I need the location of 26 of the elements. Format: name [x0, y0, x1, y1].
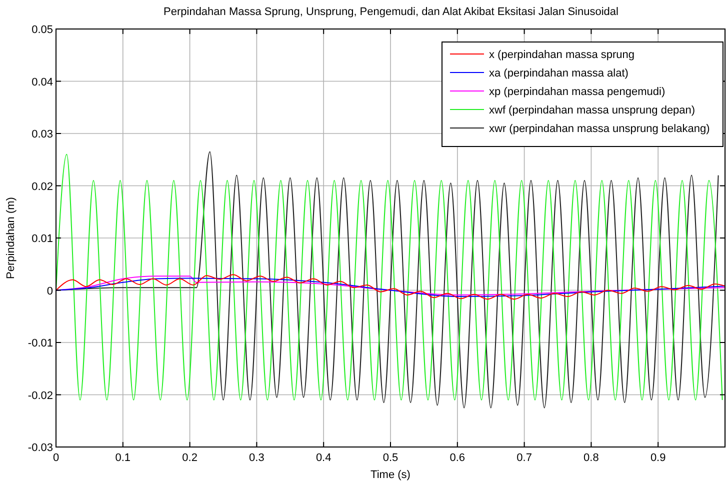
x-tick-label: 0.2: [182, 452, 198, 464]
y-tick-label: 0.05: [32, 24, 53, 36]
y-tick-label: 0.03: [32, 128, 53, 140]
legend-label: xwf (perpindahan massa unsprung depan): [489, 104, 696, 116]
y-tick-label: -0.02: [28, 390, 53, 402]
x-tick-label: 0.5: [382, 452, 398, 464]
x-tick-label: 0.7: [516, 452, 532, 464]
y-tick-label: -0.03: [28, 442, 53, 454]
x-tick-label: 0.8: [584, 452, 599, 464]
y-axis-title: Perpindahan (m): [5, 197, 17, 279]
legend-label: x (perpindahan massa sprung: [489, 49, 635, 61]
y-tick-label: 0.01: [32, 233, 53, 245]
y-tick-label: 0.02: [32, 180, 53, 193]
legend-label: xp (perpindahan massa pengemudi): [489, 86, 666, 98]
chart-title: Perpindahan Massa Sprung, Unsprung, Pengemudi, dan Alat Akibat Eksitasi Jalan Sinusoidal: [164, 6, 618, 18]
x-tick-label: 0.4: [316, 452, 332, 464]
x-tick-label: 0.3: [249, 452, 264, 464]
y-tick-label: -0.01: [28, 338, 53, 350]
x-axis-title: Time (s): [370, 469, 410, 481]
x-tick-label: 0.9: [650, 452, 666, 464]
y-tick-label: 0: [46, 285, 53, 298]
x-tick-label: 0.6: [450, 452, 466, 464]
y-tick-label: 0.04: [32, 76, 53, 88]
legend-label: xwr (perpindahan massa unsprung belakang): [489, 123, 710, 135]
legend-label: xa (perpindahan massa alat): [489, 68, 628, 80]
x-tick-label: 0.1: [115, 452, 131, 464]
